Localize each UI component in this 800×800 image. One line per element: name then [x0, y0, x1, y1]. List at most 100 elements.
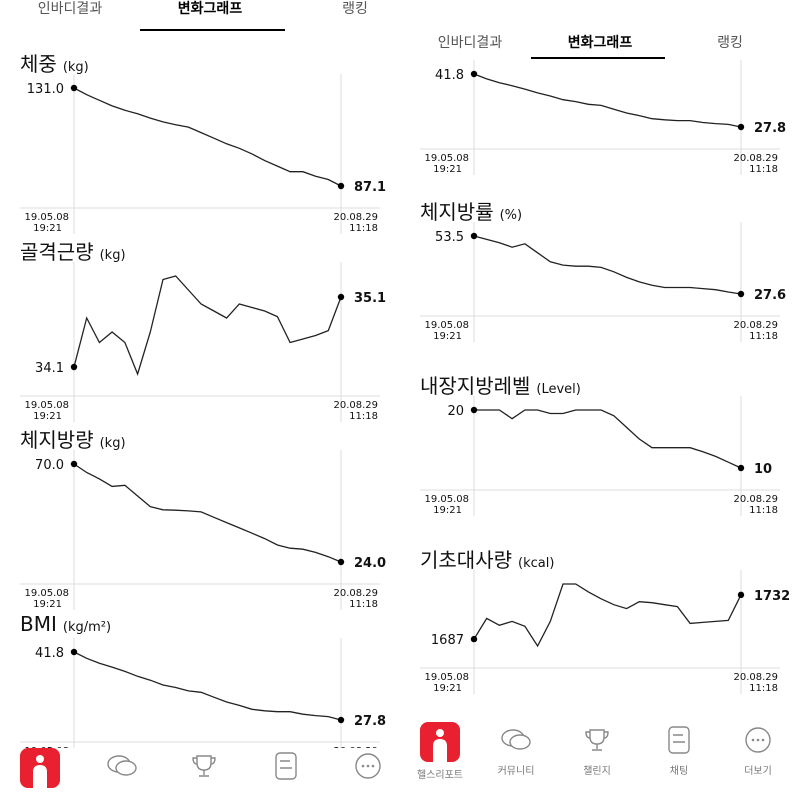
nav-challenge[interactable]: [164, 748, 244, 800]
bmi-title: BMI (kg/m²): [20, 612, 111, 636]
nav-challenge[interactable]: 챌린지: [557, 722, 637, 792]
right-screen-panel: 인바디결과 변화그래프 랭킹 41.8 27.8 19.05.08 19:21 20.0…: [400, 0, 800, 800]
tab-inbody-result[interactable]: 인바디결과: [437, 35, 503, 51]
muscle-title-text: 골격근량: [20, 240, 94, 264]
bottom-nav: [0, 748, 400, 800]
bmi-start-point: [70, 648, 78, 656]
muscle-end-point: [337, 293, 345, 301]
bmr-end-point: [737, 591, 745, 599]
active-tab-underline: [531, 57, 665, 59]
bmi-end-point: [337, 716, 345, 724]
fat-end-label: 24.0: [354, 556, 386, 571]
nav-health-report[interactable]: 헬스리포트: [400, 722, 480, 792]
fat-pct-title: 체지방률 (%): [420, 196, 522, 225]
bmi_top-end-label: 27.8: [754, 121, 786, 136]
visceral-start-point: [470, 406, 478, 414]
weight-start-point: [70, 84, 78, 92]
fat-pct-unit: (%): [499, 208, 523, 223]
chat-bubbles-icon: [107, 755, 137, 776]
bmr-start-date: 19.05.08: [424, 672, 469, 683]
tab-ranking[interactable]: 랭킹: [342, 1, 368, 17]
chat-list-icon: [668, 726, 690, 754]
fat-title: 체지방량 (kg): [20, 424, 126, 453]
visceral-end-time: 11:18: [749, 505, 778, 516]
trophy-icon: [192, 755, 216, 777]
nav-chat[interactable]: 채팅: [639, 722, 719, 792]
fat_pct-end-date: 20.08.29: [733, 320, 778, 331]
weight-graph: 체중 (kg) 131.0 87.1 19.05.08 19:21 20.08.29 11:…: [0, 46, 400, 234]
bmi-end-label: 27.8: [354, 714, 386, 729]
weight-end-date: 20.08.29: [333, 212, 378, 223]
chat-bubbles-icon: [501, 729, 531, 750]
visceral-unit: (Level): [536, 382, 581, 397]
weight-unit: (kg): [62, 60, 89, 75]
tab-change-graph[interactable]: 변화그래프: [567, 35, 633, 51]
bmr-end-date: 20.08.29: [733, 672, 778, 683]
fat_pct-start-point: [470, 232, 478, 240]
bmr-start-time: 19:21: [433, 683, 462, 694]
bmi_top-start-time: 19:21: [433, 164, 462, 175]
health-report-icon: [20, 748, 60, 788]
fat-pct-title-text: 체지방률: [420, 200, 494, 224]
weight-end-label: 87.1: [354, 180, 386, 195]
bmr-start-label: 1687: [431, 633, 464, 648]
bmi_top-start-date: 19.05.08: [424, 153, 469, 164]
bmi_top-start-point: [470, 70, 478, 78]
bmi-unit: (kg/m²): [62, 620, 112, 635]
muscle-end-time: 11:18: [349, 411, 378, 422]
fat_pct-start-label: 53.5: [435, 230, 464, 245]
fat_pct-end-point: [737, 290, 745, 298]
tab-change-graph[interactable]: 변화그래프: [177, 1, 243, 17]
weight-end-point: [337, 182, 345, 190]
bmr-end-time: 11:18: [749, 683, 778, 694]
visceral-start-time: 19:21: [433, 505, 462, 516]
bmi-start-label: 41.8: [35, 646, 64, 661]
tab-inbody-result[interactable]: 인바디결과: [37, 1, 103, 17]
fat-end-point: [337, 558, 345, 566]
tab-bar: 인바디결과 변화그래프 랭킹: [400, 30, 800, 60]
muscle-start-date: 19.05.08: [24, 400, 69, 411]
fat_pct-series-line: [473, 235, 742, 295]
fat-title-text: 체지방량: [20, 428, 94, 452]
health-report-icon: [420, 722, 460, 762]
visceral-end-point: [737, 464, 745, 472]
nav-chat[interactable]: [246, 748, 326, 800]
fat-unit: (kg): [99, 436, 126, 451]
bmr-start-point: [470, 635, 478, 643]
bmr-unit: (kcal): [518, 556, 555, 571]
muscle-start-time: 19:21: [33, 411, 62, 422]
nav-health-report-label: 헬스리포트: [417, 770, 463, 781]
nav-more[interactable]: [328, 748, 400, 800]
visceral-end-label: 10: [754, 462, 772, 477]
nav-more-label: 더보기: [744, 766, 772, 777]
weight-start-label: 131.0: [27, 82, 64, 97]
weight-title-text: 체중: [20, 52, 57, 76]
muscle-start-point: [70, 363, 78, 371]
fat_pct-start-date: 19.05.08: [424, 320, 469, 331]
bmr-graph: 기초대사량 (kcal) 1687 1732 19.05.08 19:21 20.08.2…: [400, 542, 800, 712]
bmi-continued-graph: 41.8 27.8 19.05.08 19:21 20.08.29 11:18: [400, 60, 800, 175]
bmi-graph: BMI(kg/m²) 41.827.819.05.0819:2120.08.29…: [0, 610, 400, 768]
bmi-title-text: BMI: [20, 612, 57, 636]
visceral-start-date: 19.05.08: [424, 494, 469, 505]
weight-end-time: 11:18: [349, 223, 378, 234]
tab-bar: 인바디결과 변화그래프 랭킹: [0, 0, 400, 31]
visceral-title-text: 내장지방레벨: [420, 374, 531, 398]
visceral-end-date: 20.08.29: [733, 494, 778, 505]
fat_pct-end-time: 11:18: [749, 331, 778, 342]
nav-community[interactable]: [82, 748, 162, 800]
nav-health-report[interactable]: [0, 748, 80, 800]
nav-community[interactable]: 커뮤니티: [476, 722, 556, 792]
bmr-title-text: 기초대사량: [420, 548, 512, 572]
fat-start-date: 19.05.08: [24, 588, 69, 599]
nav-more[interactable]: 더보기: [718, 722, 798, 792]
bmr-series-line: [473, 583, 742, 648]
visceral-graph: 내장지방레벨 (Level) 20 10 19.05.08 19:21 20.08.29 1…: [400, 368, 800, 528]
tab-ranking[interactable]: 랭킹: [717, 35, 743, 51]
active-tab-underline: [140, 29, 285, 31]
